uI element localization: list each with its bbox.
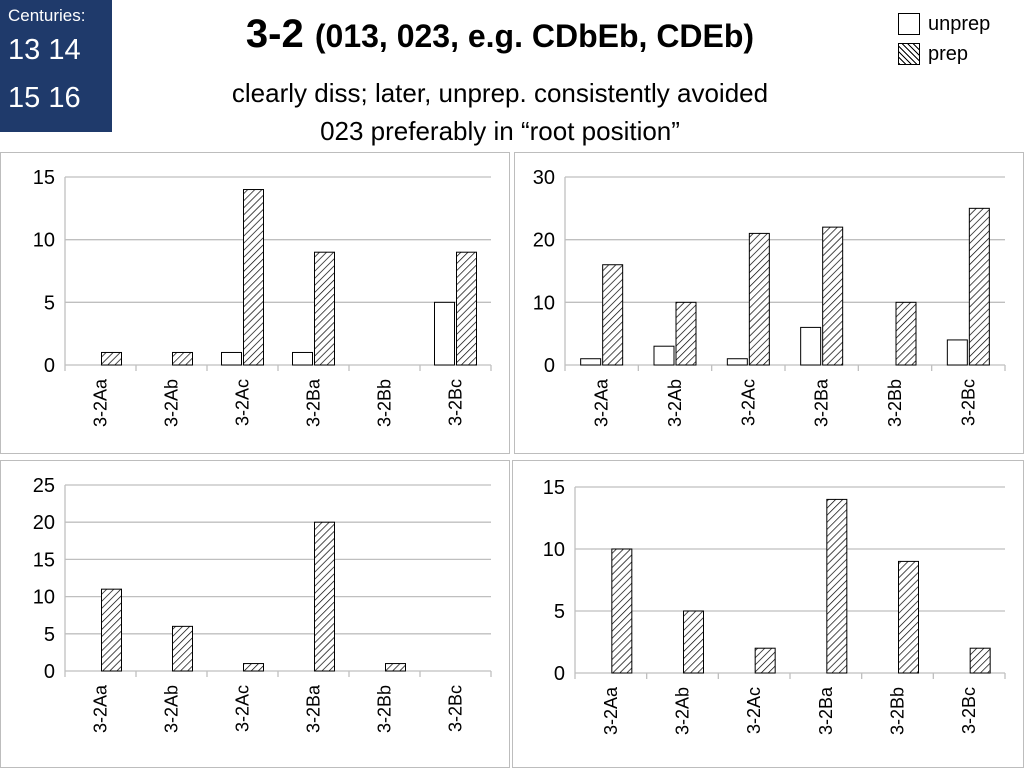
bar-prep-3-2Ab — [172, 351, 193, 366]
y-tick-label: 20 — [33, 512, 55, 534]
y-tick-label: 15 — [33, 549, 55, 571]
bar-unprep-3-2Ac — [221, 351, 242, 366]
bar-unprep-3-2Bc — [946, 339, 968, 366]
bar-prep-3-2Ba — [822, 226, 844, 366]
bar-prep-3-2Aa — [101, 351, 122, 366]
x-category-label: 3-2Aa — [592, 378, 612, 427]
x-category-label: 3-2Ba — [304, 378, 324, 427]
bar-prep-3-2Ab — [675, 301, 697, 366]
x-category-label: 3-2Bb — [885, 379, 905, 427]
legend-item-prep: prep — [898, 40, 990, 68]
bar-prep-3-2Ac — [754, 647, 776, 674]
x-category-label: 3-2Bc — [446, 379, 466, 426]
y-tick-label: 10 — [33, 587, 55, 609]
x-category-label: 3-2Ac — [233, 379, 253, 426]
bar-unprep-3-2Aa — [580, 358, 602, 366]
x-category-label: 3-2Bc — [958, 379, 978, 426]
x-category-label: 3-2Aa — [91, 378, 111, 427]
x-category-label: 3-2Bb — [375, 685, 395, 733]
subtitle-line-1: clearly diss; later, unprep. consistentl… — [231, 78, 769, 108]
bar-prep-3-2Ac — [243, 663, 264, 672]
x-category-label: 3-2Ab — [162, 685, 182, 733]
centuries-row-2: 15 16 — [8, 82, 81, 114]
y-tick-label: 10 — [533, 292, 555, 314]
chart-panel-bottom-left: 0 5 10 15 20 25 3-2Aa 3-2Ab 3-2Ac 3-2Ba 3-2Bb 3-2Bc — [0, 460, 510, 768]
y-tick-label: 0 — [44, 355, 55, 377]
x-category-label: 3-2Ac — [738, 379, 758, 426]
bar-prep-3-2Bc — [456, 251, 477, 366]
bar-unprep-3-2Ba — [800, 326, 822, 366]
bar-chart-3: 0 5 10 15 3-2Aa 3-2Ab 3-2Ac 3-2Ba 3-2Bb 3-2Bc — [543, 477, 1006, 735]
bar-prep-3-2Aa — [611, 548, 633, 674]
bar-unprep-3-2Bc — [434, 301, 455, 366]
y-tick-label: 15 — [33, 167, 55, 189]
x-category-label: 3-2Aa — [601, 686, 621, 735]
x-category-label: 3-2Ab — [665, 379, 685, 427]
x-category-label: 3-2Ac — [744, 687, 764, 734]
bar-prep-3-2Aa — [101, 588, 122, 672]
x-category-label: 3-2Bc — [446, 685, 466, 732]
x-category-label: 3-2Ab — [673, 687, 693, 735]
chart-panel-bottom-right: 0 5 10 15 3-2Aa 3-2Ab 3-2Ac 3-2Ba 3-2Bb 3-2Bc — [512, 460, 1024, 768]
bar-prep-3-2Bb — [895, 301, 917, 366]
y-tick-label: 25 — [33, 475, 55, 497]
bar-chart-0: 0 5 10 15 3-2Aa 3-2Ab 3-2Ac 3-2Ba 3-2Bb 3-2Bc — [33, 167, 492, 427]
y-tick-label: 30 — [533, 167, 555, 189]
centuries-banner: Centuries: 13 14 15 16 — [0, 0, 112, 132]
bar-prep-3-2Bb — [898, 560, 919, 674]
legend-label-prep: prep — [928, 42, 969, 65]
y-tick-label: 10 — [543, 539, 565, 561]
x-category-label: 3-2Ba — [812, 378, 832, 427]
x-category-label: 3-2Aa — [91, 684, 111, 733]
legend: unprep prep — [898, 10, 990, 70]
bar-prep-3-2Ab — [172, 625, 193, 672]
x-category-label: 3-2Ba — [816, 686, 836, 735]
bar-prep-3-2Bc — [969, 647, 991, 674]
x-category-label: 3-2Ba — [304, 684, 324, 733]
bar-prep-3-2Bc — [968, 207, 990, 366]
bar-prep-3-2Ac — [748, 232, 770, 366]
centuries-row-1: 13 14 — [8, 34, 81, 66]
bar-prep-3-2Ac — [243, 189, 264, 366]
bar-chart-2: 0 5 10 15 20 25 3-2Aa 3-2Ab 3-2Ac 3-2Ba 3-2Bb 3-2Bc — [33, 475, 492, 733]
x-category-label: 3-2Bb — [888, 687, 908, 735]
y-tick-label: 15 — [543, 477, 565, 499]
legend-swatch-plain — [898, 13, 920, 35]
x-category-label: 3-2Bc — [959, 687, 979, 734]
y-tick-label: 5 — [44, 624, 55, 646]
subtitle-line-2: 023 preferably in “root position” — [320, 116, 680, 146]
y-tick-label: 5 — [554, 601, 565, 623]
y-tick-label: 0 — [544, 355, 555, 377]
centuries-label: Centuries: — [8, 6, 86, 25]
bar-unprep-3-2Ba — [292, 351, 313, 366]
y-tick-label: 0 — [44, 661, 55, 683]
slide-title: 3-2 (013, 023, e.g. CDbEb, CDEb) — [150, 12, 850, 57]
bar-prep-3-2Ba — [826, 498, 848, 674]
title-parenthetical: (013, 023, e.g. CDbEb, CDEb) — [314, 18, 755, 54]
x-category-label: 3-2Bb — [375, 379, 395, 427]
title-main: 3-2 — [245, 12, 304, 56]
chart-panel-top-right: 0 10 20 30 3-2Aa 3-2Ab 3-2Ac 3-2Ba 3-2Bb 3-2Bc — [514, 152, 1024, 454]
bar-unprep-3-2Ab — [653, 345, 675, 366]
bar-chart-1: 0 10 20 30 3-2Aa 3-2Ab 3-2Ac 3-2Ba 3-2Bb 3-2Bc — [533, 167, 1006, 427]
bar-unprep-3-2Ac — [726, 358, 748, 366]
bar-prep-3-2Aa — [602, 264, 624, 366]
bar-prep-3-2Ab — [683, 610, 704, 674]
bar-prep-3-2Bb — [385, 663, 406, 672]
y-tick-label: 0 — [554, 663, 565, 685]
x-category-label: 3-2Ac — [233, 685, 253, 732]
y-tick-label: 10 — [33, 230, 55, 252]
legend-label-unprep: unprep — [928, 12, 991, 35]
chart-panel-top-left: 0 5 10 15 3-2Aa 3-2Ab 3-2Ac 3-2Ba 3-2Bb 3-2Bc — [0, 152, 510, 454]
bar-prep-3-2Ba — [314, 521, 335, 672]
x-category-label: 3-2Ab — [162, 379, 182, 427]
y-tick-label: 5 — [44, 292, 55, 314]
legend-swatch-hatched — [898, 43, 920, 65]
bar-prep-3-2Ba — [314, 251, 335, 366]
y-tick-label: 20 — [533, 230, 555, 252]
legend-item-unprep: unprep — [898, 10, 990, 38]
